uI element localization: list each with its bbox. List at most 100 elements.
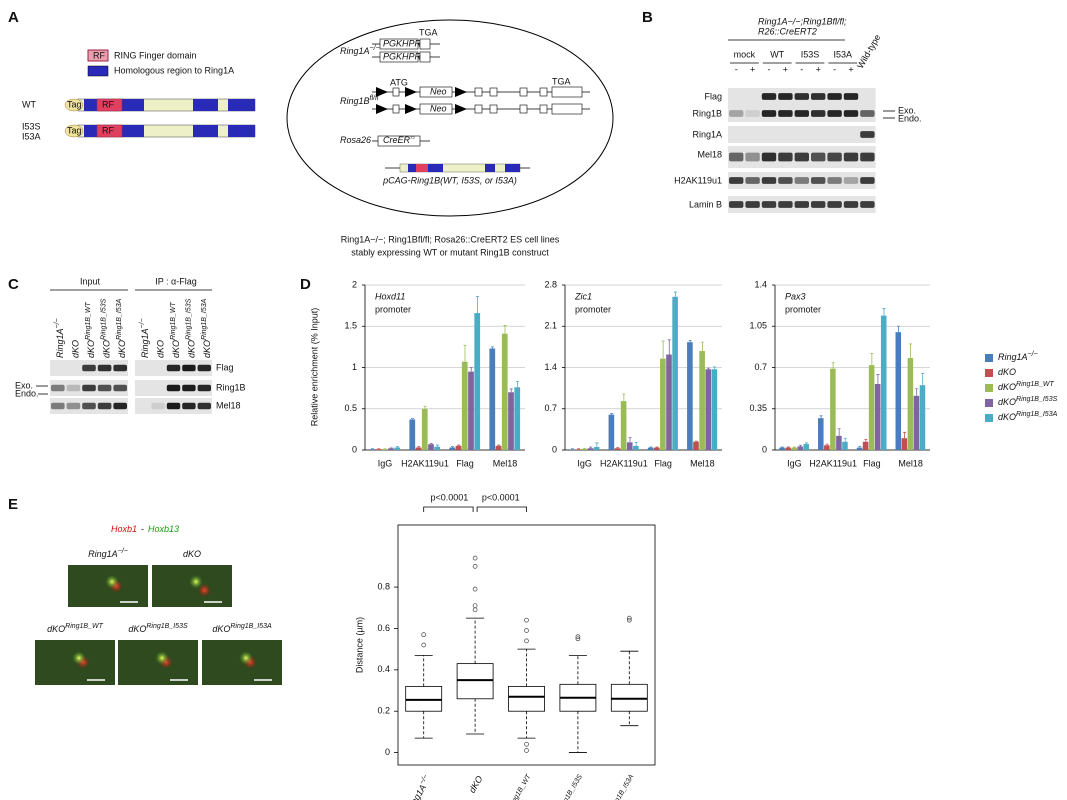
spot-green xyxy=(239,651,253,665)
bar xyxy=(785,447,791,450)
bar xyxy=(880,315,887,450)
lane-label: dKORing1B_I53S xyxy=(100,298,112,358)
label-base: dKO xyxy=(71,340,81,358)
loxp xyxy=(376,104,388,114)
label-base: dKO xyxy=(998,382,1016,392)
error-bar xyxy=(570,448,574,450)
bar xyxy=(699,351,705,450)
p-value: p<0.0001 xyxy=(482,492,520,502)
error-bar xyxy=(435,444,439,447)
label-sup: Ring1B_I53A xyxy=(1016,411,1058,418)
panel-letter: E xyxy=(8,496,18,513)
y-tick-label: 0.35 xyxy=(749,403,767,413)
genotype-header: R26::CreERT2 xyxy=(758,26,817,36)
loxp xyxy=(405,87,417,97)
chart-subtitle: promoter xyxy=(785,304,821,314)
blot-band xyxy=(97,402,112,410)
label-base: Ring1A xyxy=(88,549,118,559)
y-tick-label: 0 xyxy=(762,444,767,454)
bar xyxy=(381,449,388,450)
outlier xyxy=(524,748,529,753)
element-text: Neo xyxy=(430,103,447,113)
blot-band xyxy=(166,364,181,372)
chart-title: Zic1 xyxy=(574,291,592,301)
label-sup: −/− xyxy=(54,318,61,328)
blot-band xyxy=(729,177,744,184)
blot-band xyxy=(761,201,777,208)
marker: Endo. xyxy=(898,113,922,123)
lane-group: WT xyxy=(770,49,784,59)
label-sup: Ring1B_WT xyxy=(170,302,177,340)
blot-band xyxy=(860,131,875,138)
error-bar xyxy=(628,437,632,443)
error-bar xyxy=(700,341,704,351)
blot-band xyxy=(197,364,211,372)
blot-band xyxy=(729,201,744,208)
error-bar xyxy=(694,440,698,442)
blot-band xyxy=(182,364,196,372)
bar xyxy=(608,414,615,450)
label-base: dKO xyxy=(467,774,485,795)
bar xyxy=(388,448,394,450)
x-tick-label: Mel18 xyxy=(898,458,923,468)
exon xyxy=(419,51,431,63)
box xyxy=(456,663,494,700)
construct-label: pCAG-Ring1B(WT, I53S, or I53A) xyxy=(382,175,517,185)
homology-region xyxy=(228,99,255,111)
error-bar xyxy=(667,339,671,355)
exon xyxy=(539,87,548,97)
bar xyxy=(394,447,401,450)
x-tick-label: Flag xyxy=(863,458,881,468)
label-base: Ring1B xyxy=(340,96,370,106)
box xyxy=(508,685,545,712)
lane-label: dKORing1B_I53A xyxy=(201,298,213,358)
x-tick-label: Ring1A−/− xyxy=(404,773,434,800)
label-base: dKO xyxy=(183,549,201,559)
outlier xyxy=(472,607,478,613)
x-tick-label: dKORing1B_I53A xyxy=(599,773,639,800)
plot-frame xyxy=(397,524,656,766)
error-bar xyxy=(897,325,901,333)
outlier xyxy=(575,634,581,640)
error-bar xyxy=(792,446,796,448)
y-tick-label: 0.7 xyxy=(754,362,767,372)
exon xyxy=(539,104,548,114)
bar xyxy=(415,447,422,450)
error-bar xyxy=(610,413,614,415)
bar xyxy=(836,435,842,450)
label-base: dKO xyxy=(998,412,1016,422)
exon xyxy=(489,87,498,97)
y-tick-label: 1.5 xyxy=(344,321,357,331)
loxp xyxy=(455,104,467,114)
error-bar xyxy=(819,415,823,419)
blot-row-label: Lamin B xyxy=(689,199,722,209)
rf-text: RF xyxy=(102,99,114,109)
label-sup: Ring1B_I53A xyxy=(608,773,635,800)
bar xyxy=(824,445,830,450)
element-text: TGA xyxy=(419,27,438,37)
legend-swatch xyxy=(985,369,993,377)
blot-row-label: Mel18 xyxy=(697,149,722,159)
blot-band xyxy=(66,384,81,392)
label-sup: Ring1B_WT xyxy=(507,773,532,800)
outlier xyxy=(524,617,529,623)
error-bar xyxy=(780,446,784,448)
blot-band xyxy=(113,364,127,372)
lane-group: mock xyxy=(734,49,756,59)
y-axis-label: Relative enrichment (% Input) xyxy=(309,308,319,427)
error-bar xyxy=(515,381,519,388)
error-bar xyxy=(706,367,710,370)
bar xyxy=(409,419,416,450)
label-sup: Ring1B_I53A xyxy=(116,298,123,340)
tag xyxy=(64,124,84,138)
error-bar xyxy=(429,443,433,445)
chart-subtitle: promoter xyxy=(375,304,411,314)
e-title: Hoxb1- Hoxb13 xyxy=(111,524,179,534)
legend-rf xyxy=(87,49,109,62)
blot-band xyxy=(82,364,96,372)
treatment: - xyxy=(735,64,738,74)
gene-box xyxy=(377,135,421,147)
label-base: dKO xyxy=(187,340,197,358)
blot-band xyxy=(113,384,127,392)
